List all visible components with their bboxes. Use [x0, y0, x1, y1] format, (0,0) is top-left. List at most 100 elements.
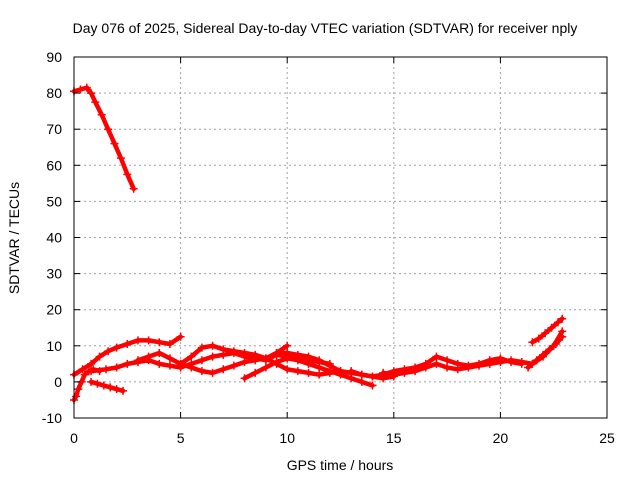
- data-point: [251, 350, 260, 359]
- y-tick-label: 80: [46, 85, 62, 101]
- x-tick-label: 25: [599, 430, 615, 446]
- data-point: [240, 349, 249, 358]
- data-point: [155, 349, 164, 358]
- y-tick-label: 90: [46, 49, 62, 65]
- x-tick-label: 15: [386, 430, 402, 446]
- data-point: [72, 392, 81, 401]
- data-point: [80, 370, 89, 379]
- data-point: [208, 368, 217, 377]
- data-point: [464, 363, 473, 372]
- data-point: [541, 329, 550, 338]
- series-upper-arc: [70, 332, 185, 379]
- data-point: [87, 89, 96, 98]
- data-point: [357, 370, 366, 379]
- data-point: [144, 336, 153, 345]
- grid-lines: [74, 57, 607, 418]
- data-point: [112, 385, 121, 394]
- data-point: [165, 361, 174, 370]
- x-tick-label: 5: [177, 430, 185, 446]
- data-point: [78, 365, 87, 374]
- data-point: [176, 332, 185, 341]
- data-point: [99, 381, 108, 390]
- y-tick-label: 70: [46, 121, 62, 137]
- data-point: [87, 367, 96, 376]
- data-point: [165, 354, 174, 363]
- series-line: [178, 343, 343, 377]
- data-point: [315, 356, 324, 365]
- data-point: [517, 358, 526, 367]
- data-point: [240, 358, 249, 367]
- data-point: [347, 367, 356, 376]
- data-point: [485, 359, 494, 368]
- data-point: [187, 363, 196, 372]
- data-point: [187, 352, 196, 361]
- data-point: [87, 359, 96, 368]
- data-point: [229, 347, 238, 356]
- y-tick-label: 20: [46, 302, 62, 318]
- data-point: [553, 318, 562, 327]
- data-point: [208, 341, 217, 350]
- data-point: [524, 363, 533, 372]
- data-point: [304, 368, 313, 377]
- data-point: [400, 368, 409, 377]
- data-point: [144, 352, 153, 361]
- data-point: [389, 370, 398, 379]
- data-point: [539, 350, 548, 359]
- data-point: [357, 377, 366, 386]
- chart-title: Day 076 of 2025, Sidereal Day-to-day VTE…: [73, 20, 578, 36]
- series-high-trace: [70, 83, 138, 193]
- x-tick-label: 10: [279, 430, 295, 446]
- y-tick-label: 50: [46, 193, 62, 209]
- data-point: [95, 352, 104, 361]
- data-point: [315, 370, 324, 379]
- data-point: [165, 339, 174, 348]
- data-point: [261, 363, 270, 372]
- data-point: [123, 359, 132, 368]
- data-point: [110, 139, 119, 148]
- data-point: [197, 343, 206, 352]
- series-low-segment: [87, 377, 128, 395]
- data-point: [97, 110, 106, 119]
- data-point: [304, 359, 313, 368]
- data-point: [432, 359, 441, 368]
- y-tick-label: 10: [46, 338, 62, 354]
- data-point: [304, 352, 313, 361]
- data-point: [116, 154, 125, 163]
- series-end-rise-low: [524, 332, 567, 372]
- data-point: [528, 338, 537, 347]
- data-point: [101, 365, 110, 374]
- data-point: [283, 365, 292, 374]
- data-point: [547, 323, 556, 332]
- data-point: [534, 334, 543, 343]
- x-tick-label: 0: [70, 430, 78, 446]
- data-point: [551, 339, 560, 348]
- data-point: [133, 336, 142, 345]
- data-point: [475, 361, 484, 370]
- data-point: [545, 345, 554, 354]
- data-point: [315, 363, 324, 372]
- data-point: [293, 367, 302, 376]
- data-point: [368, 372, 377, 381]
- data-point: [93, 379, 102, 388]
- data-point: [261, 354, 270, 363]
- series-mid-d: [240, 354, 377, 390]
- data-point: [411, 367, 420, 376]
- data-point: [272, 358, 281, 367]
- data-point: [240, 374, 249, 383]
- data-point: [219, 365, 228, 374]
- data-point: [368, 381, 377, 390]
- series-mid-c: [176, 341, 345, 379]
- data-point: [106, 383, 115, 392]
- data-point: [507, 356, 516, 365]
- y-tick-label: 60: [46, 157, 62, 173]
- data-point: [453, 365, 462, 374]
- data-point: [283, 349, 292, 358]
- data-point: [208, 352, 217, 361]
- data-point: [558, 332, 567, 341]
- data-point: [219, 345, 228, 354]
- data-series: [70, 83, 567, 404]
- data-point: [133, 356, 142, 365]
- series-line: [525, 334, 565, 370]
- data-point: [432, 352, 441, 361]
